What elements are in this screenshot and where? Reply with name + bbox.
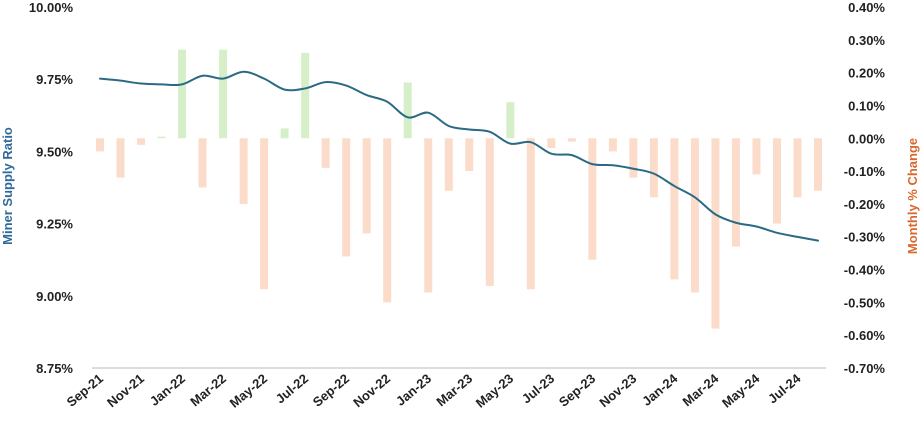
- bar-Nov-23: [629, 138, 638, 178]
- left-tick-label: 9.50%: [36, 144, 73, 159]
- right-tick-label: -0.40%: [844, 263, 886, 278]
- right-tick-label: 0.20%: [848, 66, 885, 81]
- bar-Sep-22: [342, 138, 351, 257]
- left-axis-title: Miner Supply Ratio: [0, 127, 15, 245]
- bar-Nov-21: [137, 138, 146, 145]
- bar-Dec-23: [649, 138, 658, 198]
- bar-Jun-24: [772, 138, 781, 224]
- bar-Sep-21: [96, 138, 104, 152]
- bar-Jul-23: [547, 138, 556, 149]
- left-tick-label: 9.75%: [36, 72, 73, 87]
- x-tick-label: Sep-22: [310, 371, 352, 410]
- bar-May-23: [506, 102, 515, 139]
- x-tick-label: Nov-23: [596, 371, 639, 410]
- x-tick-label: Mar-24: [680, 370, 722, 409]
- bar-Jan-24: [670, 138, 679, 280]
- x-tick-label: Jul-22: [273, 371, 311, 407]
- right-tick-label: -0.60%: [844, 328, 886, 343]
- x-tick-label: Jan-23: [393, 371, 434, 409]
- x-tick-label: May-22: [227, 371, 270, 411]
- right-axis-ticks: 0.40% 0.30% 0.20% 0.10% 0.00% -0.10% -0.20% -0.…: [844, 0, 886, 376]
- bar-May-22: [260, 138, 269, 290]
- bar-Jul-24: [793, 138, 802, 198]
- x-tick-label: May-24: [719, 370, 763, 410]
- bar-Jan-23: [424, 138, 433, 293]
- bar-Nov-22: [383, 138, 392, 303]
- left-tick-label: 9.25%: [36, 217, 73, 232]
- x-tick-label: Nov-22: [350, 371, 393, 410]
- x-tick-label: Mar-23: [433, 371, 475, 409]
- x-tick-label: Jul-24: [765, 370, 804, 406]
- bar-Jun-22: [280, 128, 289, 139]
- bar-Apr-24: [731, 138, 740, 247]
- supply-ratio-line: [99, 70, 819, 242]
- bar-Sep-23: [588, 138, 597, 260]
- right-tick-label: -0.30%: [844, 230, 886, 245]
- x-tick-label: Mar-22: [187, 371, 229, 409]
- x-tick-label: Jan-22: [147, 371, 188, 409]
- right-tick-label: 0.10%: [848, 98, 885, 113]
- x-tick-label: May-23: [473, 371, 516, 411]
- x-tick-label: Sep-21: [64, 371, 106, 410]
- left-tick-label: 10.00%: [29, 0, 74, 15]
- bar-Apr-23: [485, 138, 494, 286]
- bar-Dec-22: [403, 82, 412, 139]
- right-tick-label: -0.70%: [844, 361, 886, 376]
- bar-Oct-22: [362, 138, 371, 234]
- right-tick-label: -0.50%: [844, 295, 886, 310]
- bar-Feb-22: [198, 138, 207, 188]
- x-tick-label: Sep-23: [556, 371, 598, 410]
- bar-Jun-23: [526, 138, 535, 290]
- right-tick-label: 0.40%: [848, 0, 885, 15]
- right-tick-label: -0.10%: [844, 164, 886, 179]
- bar-Feb-24: [690, 138, 699, 293]
- bar-Apr-22: [239, 138, 248, 204]
- bar-May-24: [752, 138, 761, 175]
- right-tick-label: -0.20%: [844, 197, 886, 212]
- bar-Oct-21: [116, 138, 125, 178]
- bar-Aug-23: [567, 138, 576, 142]
- bar-Mar-22: [219, 49, 228, 139]
- line-series: [99, 70, 819, 242]
- left-axis-ticks: 10.00% 9.75% 9.50% 9.25% 9.00% 8.75%: [29, 0, 74, 376]
- bar-series: [96, 49, 822, 329]
- bar-Mar-24: [711, 138, 720, 329]
- bar-Oct-23: [608, 138, 617, 152]
- bar-Aug-22: [321, 138, 330, 168]
- bar-Jan-22: [178, 49, 187, 139]
- bar-Dec-21: [157, 136, 166, 139]
- bar-Feb-23: [444, 138, 453, 191]
- bar-Aug-24: [814, 138, 822, 191]
- right-axis-title: Monthly % Change: [905, 138, 920, 254]
- bar-Jul-22: [301, 52, 310, 139]
- right-tick-label: 0.00%: [848, 131, 885, 146]
- left-tick-label: 8.75%: [36, 361, 73, 376]
- bar-Mar-23: [465, 138, 474, 172]
- x-tick-label: Jan-24: [639, 370, 681, 408]
- right-tick-label: 0.30%: [848, 33, 885, 48]
- left-tick-label: 9.00%: [36, 289, 73, 304]
- x-tick-label: Nov-21: [104, 371, 147, 410]
- x-tick-label: Jul-23: [519, 371, 557, 407]
